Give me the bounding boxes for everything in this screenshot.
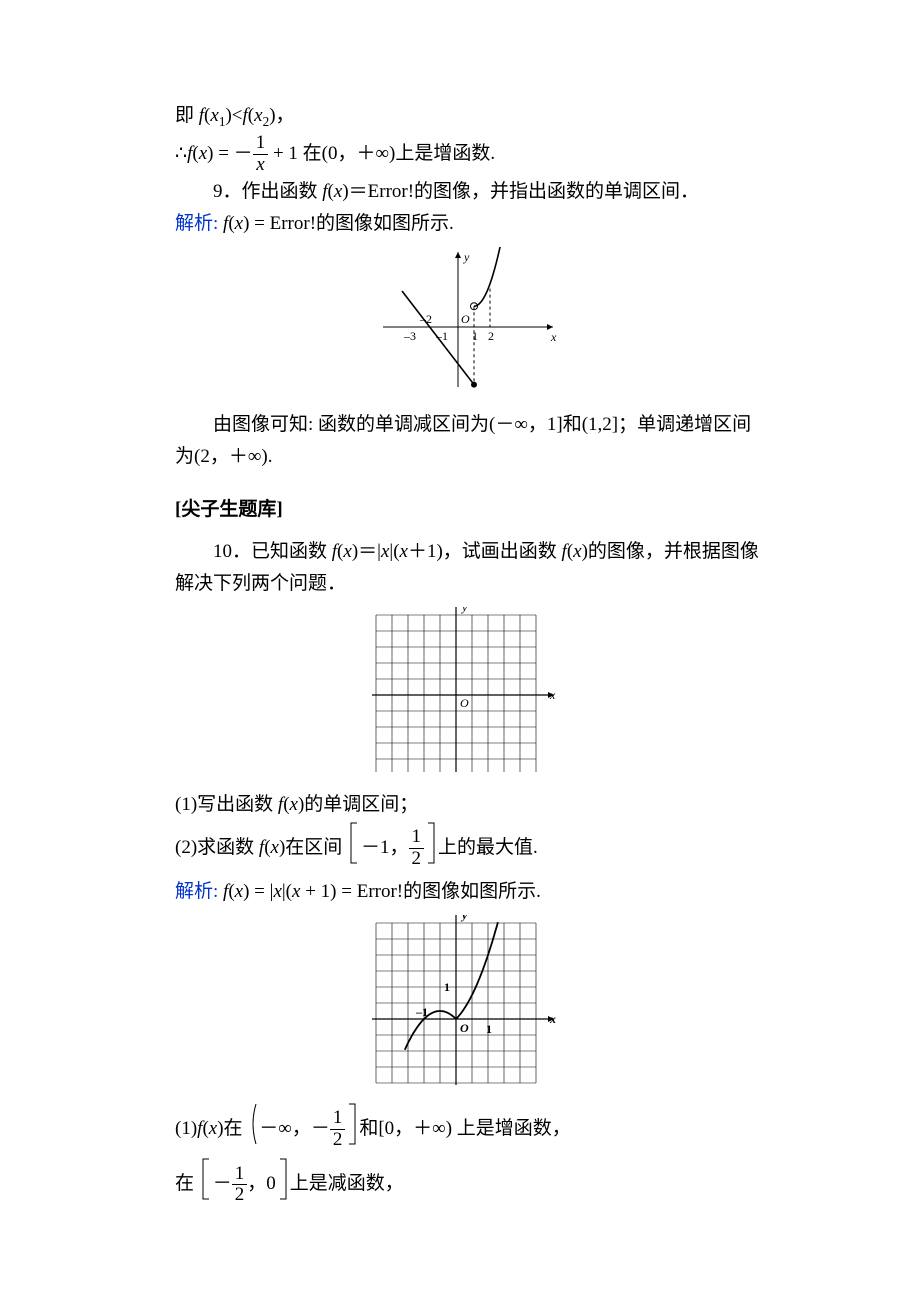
text: (1)写出函数 bbox=[175, 794, 278, 815]
denominator: 2 bbox=[330, 1130, 346, 1151]
result-1: (1)f(x)在 －∞，－12和[0，＋∞) 上是增函数， bbox=[175, 1102, 760, 1157]
svg-text:1: 1 bbox=[486, 1022, 492, 1036]
text: 上的最大值. bbox=[438, 837, 538, 858]
svg-text:2: 2 bbox=[488, 329, 494, 343]
text: )的单调区间； bbox=[298, 794, 418, 815]
question-9: 9．作出函数 f(x)＝Error!的图像，并指出函数的单调区间． bbox=[175, 176, 760, 208]
fraction-half: 12 bbox=[232, 1164, 248, 1207]
text: 9．作出函数 bbox=[213, 181, 322, 202]
therefore-symbol: ∴ bbox=[175, 143, 187, 164]
var-x: x bbox=[290, 794, 298, 815]
text: ) = － bbox=[207, 143, 253, 164]
denominator: x bbox=[253, 155, 269, 176]
bracket-left bbox=[199, 1157, 213, 1212]
text: |( bbox=[389, 541, 399, 562]
graph-2: y x O bbox=[175, 607, 760, 783]
svg-text:x: x bbox=[549, 1012, 556, 1026]
line-conclusion: ∴f(x) = －1x + 1 在(0，＋∞)上是增函数. bbox=[175, 133, 760, 176]
numerator: 1 bbox=[232, 1164, 248, 1186]
svg-text:O: O bbox=[460, 696, 469, 710]
numerator: 1 bbox=[409, 827, 425, 849]
text: )在区间 bbox=[279, 837, 342, 858]
text: (2)求函数 bbox=[175, 837, 259, 858]
var-x: x bbox=[209, 1118, 217, 1139]
text: )＝Error!的图像，并指出函数的单调区间． bbox=[342, 181, 699, 202]
text: 在 bbox=[175, 1173, 194, 1194]
text: )＝| bbox=[352, 541, 381, 562]
svg-text:x: x bbox=[550, 330, 557, 344]
var-x: x bbox=[254, 105, 262, 126]
svg-text:1: 1 bbox=[444, 980, 450, 994]
text: )在 bbox=[217, 1118, 242, 1139]
result-2: 在 －12，0 上是减函数， bbox=[175, 1157, 760, 1212]
text: ) = Error!的图像如图所示. bbox=[243, 213, 454, 234]
text: 10．已知函数 bbox=[213, 541, 332, 562]
paren-left bbox=[247, 1102, 259, 1157]
analysis-9: 解析: f(x) = Error!的图像如图所示. bbox=[175, 208, 760, 240]
text: －∞，－ bbox=[259, 1118, 330, 1139]
denominator: 2 bbox=[232, 1185, 248, 1206]
page: 即 f(x1)<f(x2)， ∴f(x) = －1x + 1 在(0，＋∞)上是… bbox=[0, 0, 920, 1293]
analysis-label: 解析: bbox=[175, 213, 218, 234]
var-x: x bbox=[235, 881, 243, 902]
var-x: x bbox=[271, 837, 279, 858]
analysis-10: 解析: f(x) = |x|(x + 1) = Error!的图像如图所示. bbox=[175, 876, 760, 908]
section-advanced: [尖子生题库] bbox=[175, 494, 760, 526]
text: (1) bbox=[175, 1118, 197, 1139]
text: ，0 bbox=[247, 1173, 276, 1194]
analysis-label: 解析: bbox=[175, 881, 218, 902]
var-x: x bbox=[343, 541, 351, 562]
numerator: 1 bbox=[253, 133, 269, 155]
text: 由图像可知: 函数的单调减区间为(－∞，1]和(1,2]；单调递增区间为(2，＋… bbox=[175, 414, 751, 467]
svg-text:y: y bbox=[461, 607, 468, 614]
text: －1， bbox=[361, 837, 409, 858]
lt: )< bbox=[225, 105, 242, 126]
answer-9: 由图像可知: 函数的单调减区间为(－∞，1]和(1,2]；单调递增区间为(2，＋… bbox=[175, 409, 760, 474]
fraction-half: 12 bbox=[330, 1108, 346, 1151]
question-10: 10．已知函数 f(x)＝|x|(x＋1)，试画出函数 f(x)的图像，并根据图… bbox=[175, 536, 760, 601]
var-x: x bbox=[273, 881, 281, 902]
fn-f: f bbox=[218, 881, 228, 902]
line-therefore-1: 即 f(x1)<f(x2)， bbox=[175, 100, 760, 133]
svg-text:x: x bbox=[549, 688, 556, 702]
graph-1: yxO–2–3–112 bbox=[175, 247, 760, 403]
var-x: x bbox=[400, 541, 408, 562]
svg-text:O: O bbox=[461, 312, 470, 326]
text: + 1 在(0，＋∞)上是增函数. bbox=[268, 143, 495, 164]
var-x: x bbox=[199, 143, 207, 164]
bracket-right bbox=[276, 1157, 290, 1212]
graph-3: yxO–111 bbox=[175, 915, 760, 1096]
text: － bbox=[213, 1173, 232, 1194]
text: 即 bbox=[175, 105, 199, 126]
text: ) = | bbox=[243, 881, 273, 902]
svg-text:–3: –3 bbox=[403, 329, 416, 343]
numerator: 1 bbox=[330, 1108, 346, 1130]
fraction-half: 12 bbox=[409, 827, 425, 870]
svg-text:y: y bbox=[463, 250, 470, 264]
bracket-right bbox=[424, 821, 438, 876]
fraction-1-over-x: 1x bbox=[253, 133, 269, 176]
var-x: x bbox=[210, 105, 218, 126]
text: ＋1)，试画出函数 bbox=[408, 541, 562, 562]
graph-1-svg: yxO–2–3–112 bbox=[373, 247, 563, 392]
text: 上是减函数， bbox=[290, 1173, 404, 1194]
text: |( bbox=[282, 881, 292, 902]
svg-text:y: y bbox=[460, 915, 468, 922]
text: + 1) = Error!的图像如图所示. bbox=[300, 881, 540, 902]
graph-3-svg: yxO–111 bbox=[368, 915, 568, 1085]
graph-2-svg: y x O bbox=[368, 607, 568, 772]
svg-text:O: O bbox=[460, 1021, 469, 1035]
subquestion-1: (1)写出函数 f(x)的单调区间； bbox=[175, 789, 760, 821]
subquestion-2: (2)求函数 f(x)在区间 －1，12上的最大值. bbox=[175, 821, 760, 876]
bracket-right bbox=[345, 1102, 359, 1157]
text: 和[0，＋∞) 上是增函数， bbox=[359, 1118, 570, 1139]
var-x: x bbox=[235, 213, 243, 234]
text: )， bbox=[269, 105, 294, 126]
denominator: 2 bbox=[409, 849, 425, 870]
var-x: x bbox=[573, 541, 581, 562]
bracket-left bbox=[347, 821, 361, 876]
svg-text:–2: –2 bbox=[419, 312, 432, 326]
svg-text:1: 1 bbox=[472, 329, 478, 343]
